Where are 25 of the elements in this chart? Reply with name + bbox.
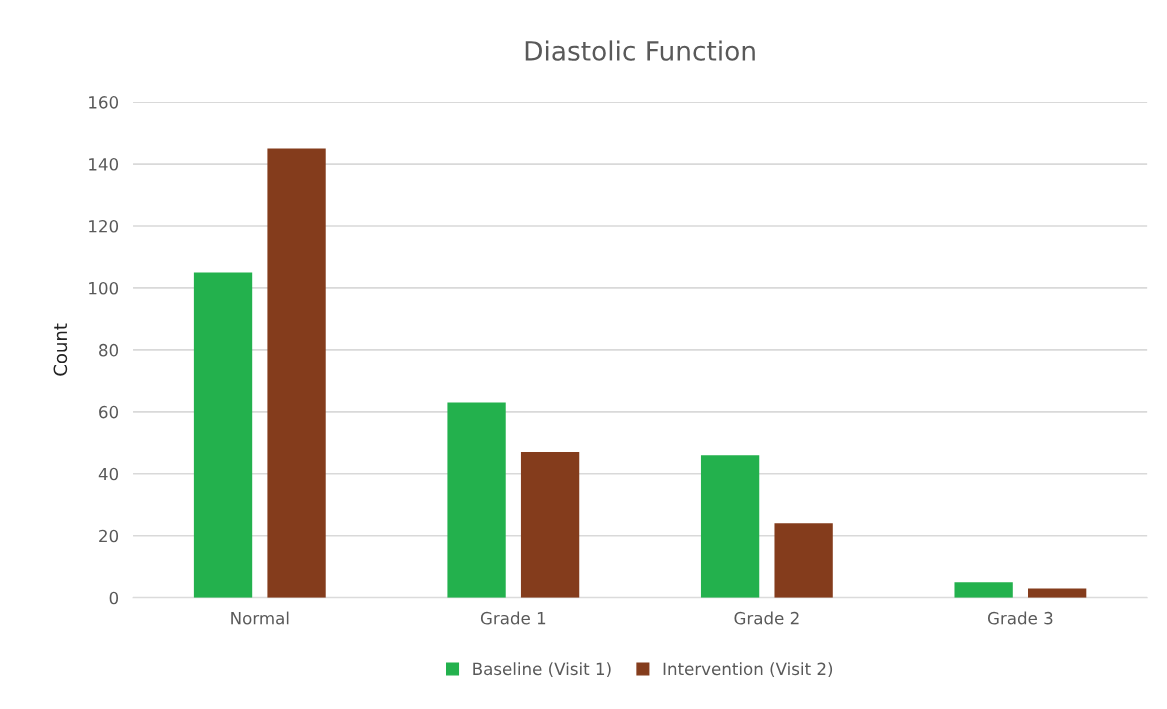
bar xyxy=(1028,588,1087,598)
y-tick-label: 40 xyxy=(98,467,119,481)
x-tick-label: Normal xyxy=(231,611,289,625)
legend-label: Baseline (Visit 1) xyxy=(473,662,611,678)
bar xyxy=(447,402,506,598)
y-tick-label: 120 xyxy=(89,219,119,233)
bar xyxy=(954,582,1013,598)
bar xyxy=(774,523,833,598)
y-tick-label: 140 xyxy=(89,158,119,171)
y-tick-label: 160 xyxy=(89,96,119,109)
bar xyxy=(193,272,253,598)
chart-title: Diastolic Function xyxy=(525,40,755,61)
y-tick-label: 80 xyxy=(99,343,119,357)
y-axis-title: Count xyxy=(53,323,68,376)
y-tick-label: 60 xyxy=(99,405,119,419)
y-tick-label: 20 xyxy=(99,529,119,543)
x-tick-label: Grade 1 xyxy=(480,611,546,625)
x-tick-label: Grade 2 xyxy=(734,611,799,625)
bar xyxy=(700,455,760,598)
y-tick-label: 100 xyxy=(89,281,119,295)
bar xyxy=(267,148,326,598)
legend-label: Intervention (Visit 2) xyxy=(663,662,833,678)
bar xyxy=(520,452,580,598)
y-tick-label: 0 xyxy=(109,591,119,605)
x-tick-label: Grade 3 xyxy=(987,611,1053,625)
